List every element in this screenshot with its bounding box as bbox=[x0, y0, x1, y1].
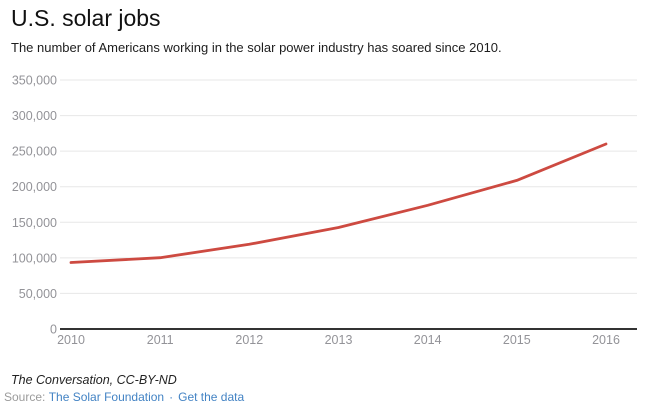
x-axis-tick-label: 2016 bbox=[592, 333, 620, 347]
y-axis-tick-label: 50,000 bbox=[19, 287, 57, 301]
source-separator: · bbox=[169, 390, 174, 404]
page-title: U.S. solar jobs bbox=[11, 5, 161, 31]
y-axis-tick-label: 200,000 bbox=[12, 180, 57, 194]
y-axis-tick-label: 150,000 bbox=[12, 216, 57, 230]
x-axis-tick-label: 2014 bbox=[414, 333, 442, 347]
attribution-text: The Conversation, CC-BY-ND bbox=[11, 373, 177, 387]
y-axis-tick-label: 250,000 bbox=[12, 145, 57, 159]
y-axis-tick-label: 0 bbox=[50, 323, 57, 337]
y-axis-tick-label: 100,000 bbox=[12, 251, 57, 265]
get-the-data-link[interactable]: Get the data bbox=[178, 390, 245, 404]
source-link[interactable]: The Solar Foundation bbox=[48, 390, 165, 404]
x-axis-tick-label: 2013 bbox=[325, 333, 353, 347]
source-label: Source: bbox=[4, 390, 46, 404]
x-axis-tick-label: 2015 bbox=[503, 333, 531, 347]
line-chart: 0 50,000 100,000 150,000 200,000 250,000 300,0… bbox=[12, 74, 637, 347]
x-axis-tick-label: 2011 bbox=[147, 333, 174, 347]
x-axis-tick-label: 2010 bbox=[57, 333, 85, 347]
y-axis-tick-label: 300,000 bbox=[12, 109, 57, 123]
line-chart-area: 0 50,000 100,000 150,000 200,000 250,000 300,0… bbox=[0, 69, 645, 350]
chart-subtitle: The number of Americans working in the s… bbox=[11, 40, 502, 55]
data-line-solar-jobs bbox=[69, 142, 608, 264]
x-axis-tick-label: 2012 bbox=[235, 333, 263, 347]
source-line: Source: The Solar Foundation · Get the dat… bbox=[4, 390, 244, 404]
y-axis-tick-label: 350,000 bbox=[12, 74, 57, 88]
